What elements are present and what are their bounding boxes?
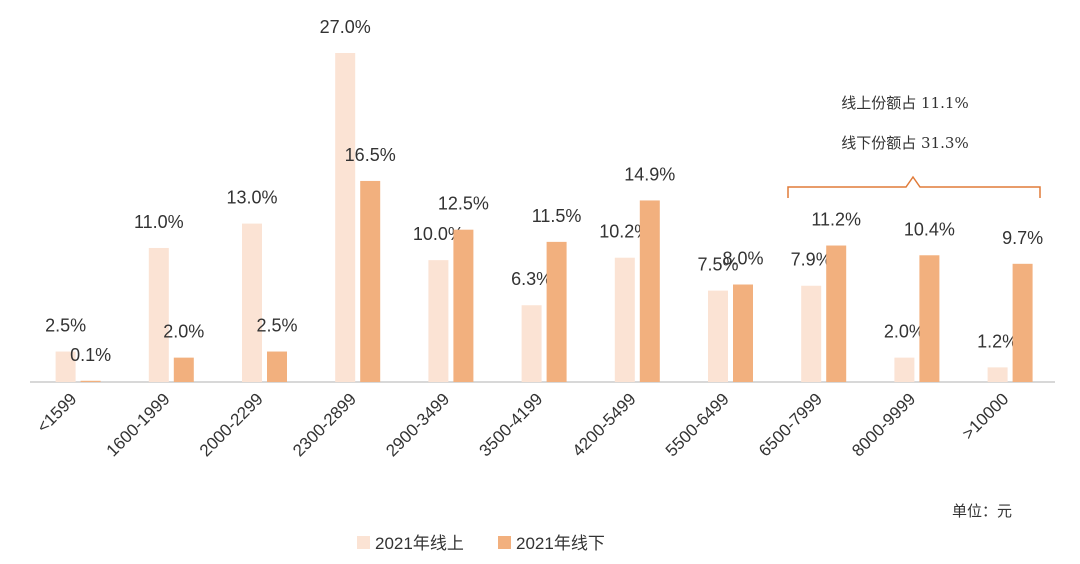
x-tick-label: <1599 [33, 389, 80, 436]
value-label: 16.5% [345, 145, 396, 165]
legend-label: 2021年线下 [516, 534, 605, 553]
x-tick-label: 4200-5499 [569, 389, 640, 460]
value-label: 6.3% [511, 269, 552, 289]
value-label: 8.0% [722, 249, 763, 269]
bar [919, 255, 940, 382]
value-label: 11.5% [532, 206, 582, 226]
bar [360, 180, 381, 382]
value-label: 27.0% [320, 17, 371, 37]
value-label: 0.1% [70, 345, 111, 365]
annotation: 线上份额占 11.1% [841, 94, 968, 112]
value-label: 2.5% [256, 316, 297, 336]
bar [546, 241, 567, 382]
bar [267, 351, 287, 382]
unit-note: 单位：元 [952, 502, 1012, 520]
x-tick-label: >10000 [959, 389, 1013, 443]
value-label: 11.2% [811, 210, 861, 230]
bar [521, 305, 542, 382]
value-label: 2.0% [163, 322, 204, 342]
bar [55, 351, 76, 382]
value-label: 2.0% [884, 322, 925, 342]
annotation: 线下份额占 31.3% [841, 134, 968, 152]
value-label: 10.0% [413, 224, 464, 244]
value-label: 7.9% [791, 250, 832, 270]
value-label: 10.2% [599, 222, 650, 242]
bar [894, 357, 915, 382]
x-tick-label: 2000-2299 [196, 389, 267, 460]
value-label: 1.2% [977, 331, 1018, 351]
bar [148, 247, 169, 382]
bar [987, 367, 1008, 382]
bar [639, 200, 660, 382]
value-label: 7.5% [697, 255, 738, 275]
value-label: 10.4% [904, 219, 955, 239]
x-tick-label: 3500-4199 [475, 389, 546, 460]
bar [242, 223, 262, 382]
value-label: 14.9% [624, 164, 675, 184]
bar [1012, 263, 1033, 382]
bar [453, 229, 474, 382]
x-tick-label: 2300-2899 [289, 389, 360, 460]
bar [335, 53, 356, 382]
value-label: 12.5% [438, 194, 489, 214]
x-tick-label: 5500-6499 [662, 389, 733, 460]
bar [801, 285, 822, 382]
legend-swatch [498, 536, 511, 549]
bar [173, 357, 194, 382]
bar [733, 284, 753, 382]
x-tick-label: 6500-7999 [755, 389, 826, 460]
legend-swatch [357, 536, 370, 549]
x-tick-label: 2900-3499 [382, 389, 453, 460]
value-label: 13.0% [226, 188, 277, 208]
bracket [787, 175, 1041, 198]
value-label: 9.7% [1002, 228, 1043, 248]
value-label: 11.0% [134, 212, 184, 232]
bar [826, 245, 847, 382]
bar [80, 380, 101, 382]
bar [614, 257, 635, 382]
legend-label: 2021年线上 [375, 534, 464, 553]
bar [428, 260, 449, 382]
bar [708, 290, 728, 382]
x-tick-label: 1600-1999 [103, 389, 174, 460]
value-label: 2.5% [45, 316, 86, 336]
x-tick-label: 8000-9999 [848, 389, 919, 460]
